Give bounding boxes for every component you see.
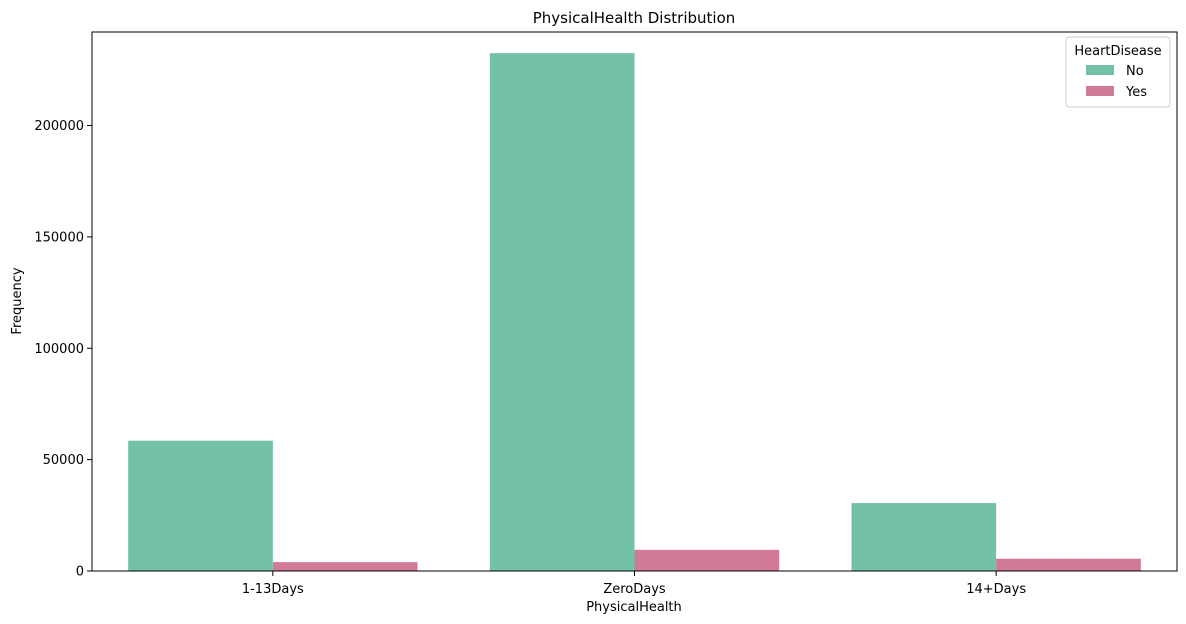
bar-no-1 — [490, 53, 635, 571]
y-tick-label: 150000 — [34, 230, 84, 245]
bar-yes-0 — [273, 562, 418, 571]
y-tick-label: 50000 — [43, 453, 84, 468]
legend-swatch-yes — [1086, 86, 1114, 96]
y-axis-label: Frequency — [10, 267, 25, 334]
legend[interactable]: HeartDisease No Yes — [1066, 37, 1170, 107]
legend-label-yes: Yes — [1125, 85, 1147, 100]
x-tick-label: ZeroDays — [603, 582, 666, 597]
legend-title: HeartDisease — [1074, 44, 1161, 59]
bar-no-0 — [128, 441, 273, 571]
bar-yes-1 — [635, 550, 780, 571]
x-tick-label: 1-13Days — [242, 582, 304, 597]
bar-yes-2 — [996, 559, 1141, 571]
x-axis-label: PhysicalHealth — [586, 600, 682, 615]
y-tick-label: 0 — [76, 565, 84, 580]
legend-swatch-no — [1086, 65, 1114, 75]
y-tick-label: 100000 — [34, 342, 84, 357]
y-tick-label: 200000 — [34, 119, 84, 134]
chart-title: PhysicalHealth Distribution — [533, 9, 736, 27]
bar-no-2 — [852, 503, 997, 571]
legend-label-no: No — [1126, 64, 1144, 79]
x-tick-label: 14+Days — [966, 582, 1026, 597]
